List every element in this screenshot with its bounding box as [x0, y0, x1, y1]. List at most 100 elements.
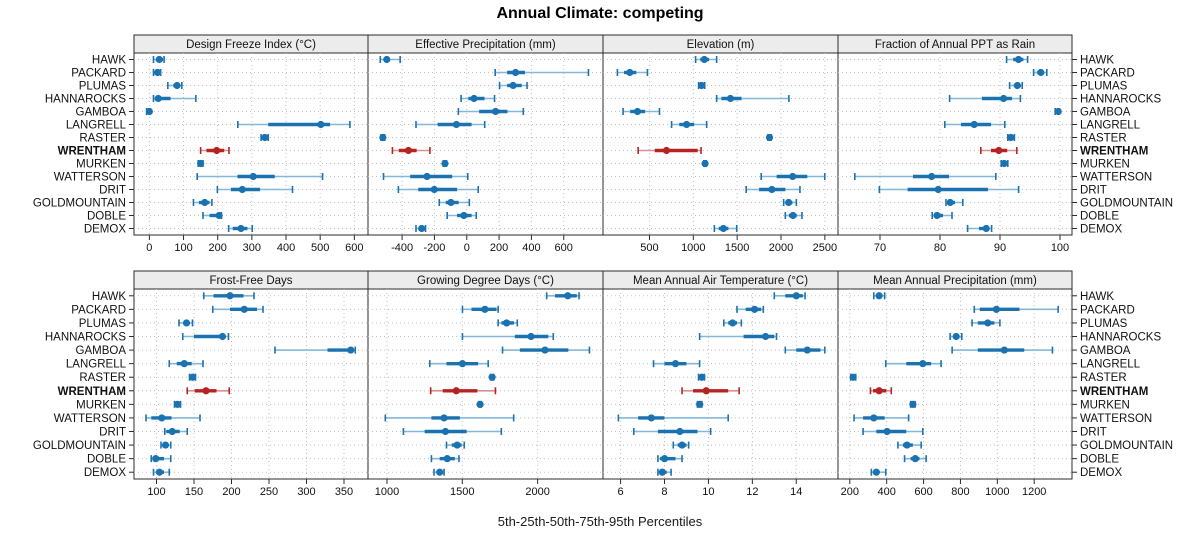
site-label-left-packard: PACKARD	[71, 304, 126, 316]
median-dot-wrentham	[404, 146, 413, 155]
strip-title-mean-annual-air-temperature-c: Mean Annual Air Temperature (°C)	[633, 275, 808, 287]
site-label-left-plumas: PLUMAS	[79, 318, 127, 330]
median-dot-wrentham	[875, 387, 883, 395]
median-dot-plumas	[173, 81, 181, 90]
site-label-right-watterson: WATTERSON	[1080, 172, 1152, 184]
median-dot-goldmountain	[201, 198, 209, 207]
axis-tick-label: 500	[311, 242, 329, 254]
axis-tick-label: 2000	[525, 486, 549, 498]
median-dot-demox	[418, 224, 426, 233]
median-dot-drit	[883, 427, 891, 436]
site-label-right-packard: PACKARD	[1080, 68, 1135, 80]
median-dot-plumas	[698, 81, 706, 90]
site-label-left-demox: DEMOX	[84, 224, 127, 236]
site-label-right-wrentham: WRENTHAM	[1080, 386, 1148, 398]
axis-tick-label: 600	[555, 242, 573, 254]
site-label-left-hawk: HAWK	[92, 291, 126, 303]
site-label-left-drit: DRIT	[99, 185, 126, 197]
median-dot-hannarocks	[470, 94, 478, 103]
median-dot-goldmountain	[161, 441, 170, 449]
site-label-right-drit: DRIT	[1080, 185, 1107, 197]
median-dot-wrentham	[452, 387, 460, 395]
median-dot-goldmountain	[785, 198, 793, 207]
median-dot-demox	[237, 224, 245, 233]
median-dot-wrentham	[995, 146, 1003, 155]
median-dot-raster	[488, 373, 496, 381]
median-dot-murken	[173, 400, 182, 408]
axis-tick-label: 1000	[681, 242, 705, 254]
median-dot-wrentham	[662, 146, 671, 155]
strip-title-fraction-of-annual-ppt-as-rain: Fraction of Annual PPT as Rain	[875, 39, 1035, 51]
axis-tick-label: 14	[790, 486, 802, 498]
median-dot-hawk	[383, 55, 391, 64]
median-dot-murken	[197, 159, 205, 168]
median-dot-watterson	[423, 172, 431, 181]
axis-tick-label: 0	[146, 242, 152, 254]
site-label-left-drit: DRIT	[99, 427, 126, 439]
strip-title-elevation-m: Elevation (m)	[687, 39, 755, 51]
site-label-right-langrell: LANGRELL	[1080, 359, 1141, 371]
median-dot-gamboa	[491, 107, 500, 116]
axis-tick-label: 70	[874, 242, 886, 254]
median-dot-murken	[476, 400, 484, 408]
panel-mean-annual-precipitation-mm	[837, 288, 1073, 480]
median-dot-langrell	[452, 120, 461, 129]
median-dot-hannarocks	[218, 332, 227, 341]
site-label-right-hannarocks: HANNAROCKS	[1080, 332, 1161, 344]
median-dot-plumas	[1013, 81, 1022, 90]
site-label-left-plumas: PLUMAS	[79, 81, 127, 93]
strip-title-frost-free-days: Frost-Free Days	[209, 275, 292, 287]
median-dot-packard	[511, 68, 520, 77]
median-dot-demox	[436, 468, 444, 476]
axis-tick-label: -400	[391, 242, 413, 254]
median-dot-drit	[430, 185, 438, 194]
median-dot-demox	[658, 468, 666, 476]
axis-tick-label: 1500	[450, 486, 474, 498]
median-dot-goldmountain	[447, 198, 455, 207]
site-label-left-packard: PACKARD	[71, 68, 126, 80]
panel-frost-free-days	[133, 288, 369, 480]
median-dot-goldmountain	[678, 441, 686, 449]
panel-fraction-of-annual-ppt-as-rain	[837, 52, 1073, 236]
median-dot-raster	[188, 373, 197, 381]
median-dot-langrell	[458, 360, 467, 368]
panel-effective-precipitation-mm	[367, 52, 604, 236]
site-label-left-murken: MURKEN	[76, 399, 126, 411]
site-label-right-demox: DEMOX	[1080, 224, 1123, 236]
site-label-right-langrell: LANGRELL	[1080, 120, 1141, 132]
median-dot-hawk	[1015, 55, 1023, 64]
chart-title: Annual Climate: competing	[496, 5, 704, 22]
median-dot-raster	[698, 373, 706, 381]
median-dot-raster	[261, 133, 269, 142]
axis-tick-label: 400	[878, 486, 896, 498]
median-dot-hannarocks	[726, 94, 735, 103]
median-dot-goldmountain	[946, 198, 954, 207]
median-dot-packard	[992, 305, 1000, 313]
site-label-left-watterson: WATTERSON	[54, 413, 126, 425]
site-label-right-doble: DOBLE	[1080, 454, 1119, 466]
axis-tick-label: 90	[994, 242, 1006, 254]
site-label-right-gamboa: GAMBOA	[1080, 345, 1131, 357]
median-dot-watterson	[789, 172, 797, 181]
site-label-left-hannarocks: HANNAROCKS	[45, 94, 126, 106]
axis-tick-label: 6	[618, 486, 624, 498]
axis-tick-label: 200	[222, 486, 240, 498]
median-dot-hawk	[155, 55, 163, 64]
median-dot-packard	[626, 68, 634, 77]
site-label-left-gamboa: GAMBOA	[76, 345, 127, 357]
axis-tick-label: 100	[1051, 242, 1069, 254]
axis-tick-label: 12	[746, 486, 758, 498]
site-label-right-plumas: PLUMAS	[1080, 318, 1128, 330]
median-dot-langrell	[682, 120, 691, 129]
median-dot-goldmountain	[453, 441, 461, 449]
site-label-right-hannarocks: HANNAROCKS	[1080, 94, 1161, 106]
median-dot-raster	[379, 133, 387, 142]
median-dot-hawk	[564, 292, 572, 300]
site-label-left-raster: RASTER	[79, 133, 126, 145]
median-dot-doble	[460, 211, 468, 220]
site-label-right-watterson: WATTERSON	[1080, 413, 1152, 425]
median-dot-gamboa	[541, 346, 549, 354]
median-dot-plumas	[509, 81, 517, 90]
